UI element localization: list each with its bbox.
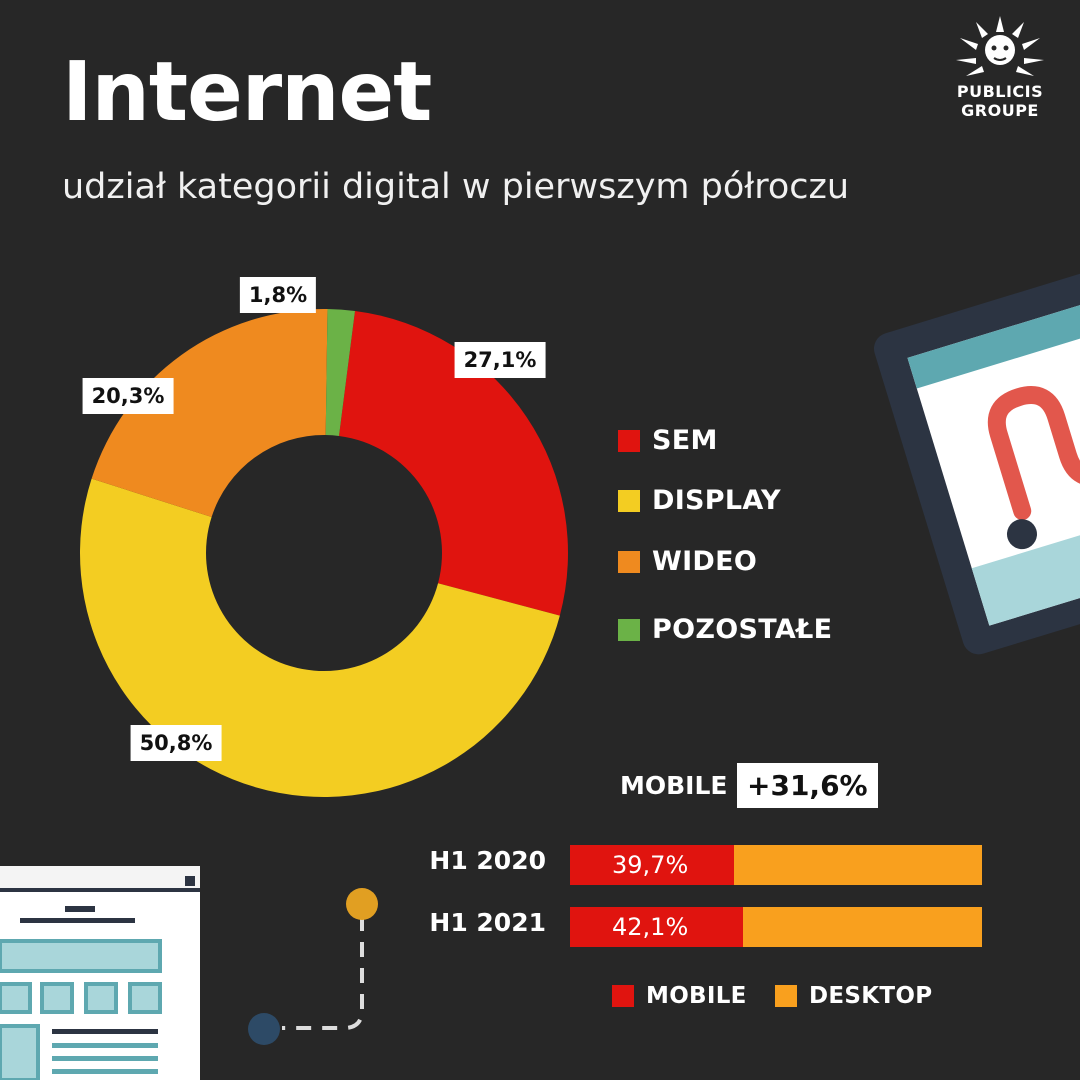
legend-label-pozostale: POZOSTAŁE (652, 614, 833, 645)
bar-row: 42,1% (570, 907, 982, 947)
mobile-bar: 39,7% (570, 845, 734, 885)
legend-item-sem: SEM (618, 425, 718, 456)
donut-slice-sem (338, 310, 568, 616)
publicis-groupe-logo: PUBLICIS GROUPE (940, 14, 1060, 120)
page-title: Internet (62, 45, 432, 140)
donut-slice-display (79, 478, 560, 798)
mobile-bar-value: 42,1% (612, 913, 689, 941)
legend-item-desktop: DESKTOP (775, 983, 932, 1009)
legend-label-display: DISPLAY (652, 485, 781, 516)
page-subtitle: udział kategorii digital w pierwszym pół… (62, 167, 850, 207)
donut-data-label: 1,8% (239, 277, 317, 313)
legend-swatch-wideo (618, 550, 640, 573)
legend-item-display: DISPLAY (618, 485, 781, 516)
legend-swatch-display (618, 489, 640, 512)
legend-item-wideo: WIDEO (618, 546, 757, 577)
donut-data-label: 50,8% (130, 725, 222, 761)
logo-text-line1: PUBLICIS (956, 82, 1044, 101)
mobile-bar-value: 39,7% (612, 851, 689, 879)
legend-label-mobile: MOBILE (646, 983, 747, 1009)
donut-data-label: 27,1% (454, 342, 546, 378)
orange-dot (346, 888, 378, 920)
logo-text-line2: GROUPE (961, 101, 1039, 120)
navy-dot (248, 1013, 280, 1045)
lion-head-icon (956, 16, 1044, 76)
legend-label-wideo: WIDEO (652, 546, 758, 577)
mobile-growth-value: +31,6% (737, 763, 878, 808)
donut-slice-wideo (91, 309, 328, 518)
mobile-growth-label: MOBILE (620, 771, 728, 800)
legend-label-sem: SEM (652, 425, 718, 456)
legend-item-mobile: MOBILE (612, 983, 747, 1009)
bar-category-label: H1 2021 (429, 908, 546, 937)
legend-item-pozostale: POZOSTAŁE (618, 614, 832, 645)
legend-label-desktop: DESKTOP (809, 983, 933, 1009)
desktop-bar (743, 907, 982, 947)
path-illustration (248, 888, 378, 1045)
legend-swatch-pozostale (618, 618, 640, 641)
mobile-bar: 42,1% (570, 907, 744, 947)
bar-row: 39,7% (570, 845, 982, 885)
legend-swatch-desktop (775, 985, 797, 1007)
donut-slice-pozostale (325, 309, 356, 436)
desktop-bar (733, 845, 982, 885)
donut-data-label: 20,3% (82, 378, 174, 414)
legend-swatch-mobile (612, 985, 634, 1007)
bar-category-label: H1 2020 (429, 846, 546, 875)
legend-swatch-sem (618, 429, 640, 452)
website-illustration (0, 866, 200, 1080)
